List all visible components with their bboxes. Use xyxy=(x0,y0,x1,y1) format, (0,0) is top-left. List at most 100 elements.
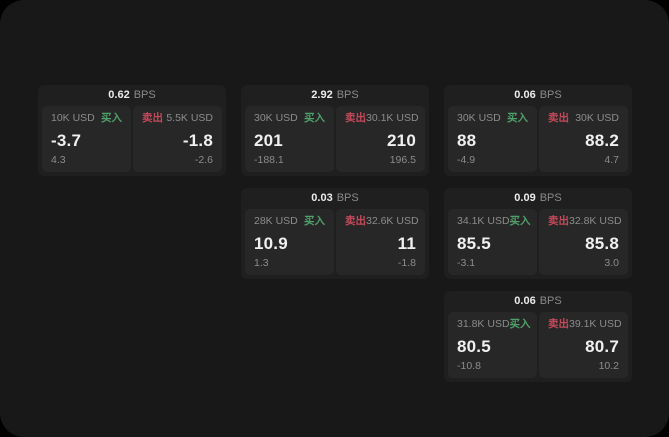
sell-sub-value: 3.0 xyxy=(604,257,619,270)
buy-sub-value: 1.3 xyxy=(254,257,269,270)
sell-side-label: 卖出 xyxy=(142,112,163,124)
buy-price: 88 xyxy=(457,130,477,150)
buy-side-label: 买入 xyxy=(304,215,325,227)
sell-price: 210 xyxy=(387,130,416,150)
sell-pane-top: 卖出 30K USD xyxy=(548,112,619,125)
buy-pane[interactable]: 10K USD 买入 -3.7 4.3 xyxy=(42,106,131,172)
sell-sub-value: 10.2 xyxy=(598,360,619,373)
buy-sub-value: -10.8 xyxy=(457,360,481,373)
sell-pane-top: 卖出 39.1K USD xyxy=(548,318,622,331)
buy-pane-top: 28K USD 买入 xyxy=(254,215,325,228)
bps-unit-label: BPS xyxy=(336,192,359,204)
sell-side-label: 卖出 xyxy=(345,215,366,227)
buy-pane-top: 31.8K USD 买入 xyxy=(457,318,531,331)
bps-value: 2.92 xyxy=(311,89,333,101)
sell-pane[interactable]: 卖出 32.8K USD 85.8 3.0 xyxy=(539,209,628,275)
buy-amount: 28K USD xyxy=(254,215,298,227)
sell-sub-value: 4.7 xyxy=(604,154,619,167)
bps-header: 0.06 BPS xyxy=(444,291,632,312)
sell-side-label: 卖出 xyxy=(345,112,366,124)
quote-card: 2.92 BPS 30K USD 买入 201 -188.1 卖出 30.1K … xyxy=(241,85,429,176)
buy-side-label: 买入 xyxy=(509,318,531,330)
buy-side-label: 买入 xyxy=(304,112,325,124)
quote-panes: 28K USD 买入 10.9 1.3 卖出 32.6K USD 11 -1.8 xyxy=(241,209,429,279)
sell-sub-value: 196.5 xyxy=(389,154,416,167)
buy-side-label: 买入 xyxy=(101,112,122,124)
sell-pane-top: 卖出 32.8K USD xyxy=(548,215,622,228)
quote-card: 0.62 BPS 10K USD 买入 -3.7 4.3 卖出 5.5K USD… xyxy=(38,85,226,176)
sell-pane-top: 卖出 32.6K USD xyxy=(345,215,419,228)
bps-unit-label: BPS xyxy=(336,89,359,101)
quote-panes: 30K USD 买入 201 -188.1 卖出 30.1K USD 210 1… xyxy=(241,106,429,176)
sell-amount: 30K USD xyxy=(575,112,619,124)
buy-pane-top: 30K USD 买入 xyxy=(254,112,325,125)
bps-unit-label: BPS xyxy=(539,295,562,307)
buy-price: 10.9 xyxy=(254,233,288,253)
sell-pane[interactable]: 卖出 5.5K USD -1.8 -2.6 xyxy=(133,106,222,172)
sell-amount: 30.1K USD xyxy=(366,112,419,124)
buy-amount: 34.1K USD xyxy=(457,215,510,227)
sell-price: 88.2 xyxy=(585,130,619,150)
buy-price: 85.5 xyxy=(457,233,491,253)
buy-price: 201 xyxy=(254,130,283,150)
bps-unit-label: BPS xyxy=(539,89,562,101)
quote-panes: 30K USD 买入 88 -4.9 卖出 30K USD 88.2 4.7 xyxy=(444,106,632,176)
bps-value: 0.62 xyxy=(108,89,130,101)
buy-side-label: 买入 xyxy=(507,112,528,124)
buy-sub-value: -4.9 xyxy=(457,154,476,167)
sell-price: 11 xyxy=(397,233,416,253)
bps-header: 0.06 BPS xyxy=(444,85,632,106)
buy-pane[interactable]: 31.8K USD 买入 80.5 -10.8 xyxy=(448,312,537,378)
sell-pane-top: 卖出 30.1K USD xyxy=(345,112,419,125)
buy-price: -3.7 xyxy=(51,130,82,150)
bps-value: 0.03 xyxy=(311,192,333,204)
quote-panes: 31.8K USD 买入 80.5 -10.8 卖出 39.1K USD 80.… xyxy=(444,312,632,382)
sell-sub-value: -1.8 xyxy=(397,257,416,270)
buy-amount: 30K USD xyxy=(254,112,298,124)
quote-card: 0.06 BPS 31.8K USD 买入 80.5 -10.8 卖出 39.1… xyxy=(444,291,632,382)
buy-sub-value: -188.1 xyxy=(254,154,284,167)
sell-sub-value: -2.6 xyxy=(194,154,213,167)
buy-price: 80.5 xyxy=(457,336,491,356)
bps-header: 2.92 BPS xyxy=(241,85,429,106)
cards-grid: 0.62 BPS 10K USD 买入 -3.7 4.3 卖出 5.5K USD… xyxy=(38,85,632,382)
sell-price: 80.7 xyxy=(585,336,619,356)
buy-pane[interactable]: 30K USD 买入 201 -188.1 xyxy=(245,106,334,172)
sell-amount: 32.8K USD xyxy=(569,215,622,227)
buy-sub-value: 4.3 xyxy=(51,154,66,167)
buy-pane[interactable]: 30K USD 买入 88 -4.9 xyxy=(448,106,537,172)
quote-card: 0.09 BPS 34.1K USD 买入 85.5 -3.1 卖出 32.8K… xyxy=(444,188,632,279)
sell-price: 85.8 xyxy=(585,233,619,253)
sell-pane[interactable]: 卖出 39.1K USD 80.7 10.2 xyxy=(539,312,628,378)
buy-amount: 31.8K USD xyxy=(457,318,510,330)
quote-panes: 34.1K USD 买入 85.5 -3.1 卖出 32.8K USD 85.8… xyxy=(444,209,632,279)
bps-value: 0.06 xyxy=(514,295,536,307)
sell-pane[interactable]: 卖出 30.1K USD 210 196.5 xyxy=(336,106,425,172)
buy-side-label: 买入 xyxy=(509,215,531,227)
bps-header: 0.09 BPS xyxy=(444,188,632,209)
bps-header: 0.62 BPS xyxy=(38,85,226,106)
bps-header: 0.03 BPS xyxy=(241,188,429,209)
quote-card: 0.06 BPS 30K USD 买入 88 -4.9 卖出 30K USD 8… xyxy=(444,85,632,176)
quote-card: 0.03 BPS 28K USD 买入 10.9 1.3 卖出 32.6K US… xyxy=(241,188,429,279)
buy-pane-top: 30K USD 买入 xyxy=(457,112,528,125)
bps-unit-label: BPS xyxy=(133,89,156,101)
sell-pane-top: 卖出 5.5K USD xyxy=(142,112,213,125)
buy-pane-top: 10K USD 买入 xyxy=(51,112,122,125)
buy-sub-value: -3.1 xyxy=(457,257,476,270)
sell-side-label: 卖出 xyxy=(548,112,569,124)
sell-side-label: 卖出 xyxy=(548,318,569,330)
buy-pane-top: 34.1K USD 买入 xyxy=(457,215,531,228)
quote-panes: 10K USD 买入 -3.7 4.3 卖出 5.5K USD -1.8 -2.… xyxy=(38,106,226,176)
sell-amount: 32.6K USD xyxy=(366,215,419,227)
sell-side-label: 卖出 xyxy=(548,215,569,227)
buy-pane[interactable]: 34.1K USD 买入 85.5 -3.1 xyxy=(448,209,537,275)
bps-unit-label: BPS xyxy=(539,192,562,204)
sell-pane[interactable]: 卖出 32.6K USD 11 -1.8 xyxy=(336,209,425,275)
sell-pane[interactable]: 卖出 30K USD 88.2 4.7 xyxy=(539,106,628,172)
buy-amount: 10K USD xyxy=(51,112,95,124)
bps-value: 0.09 xyxy=(514,192,536,204)
sell-amount: 39.1K USD xyxy=(569,318,622,330)
buy-pane[interactable]: 28K USD 买入 10.9 1.3 xyxy=(245,209,334,275)
